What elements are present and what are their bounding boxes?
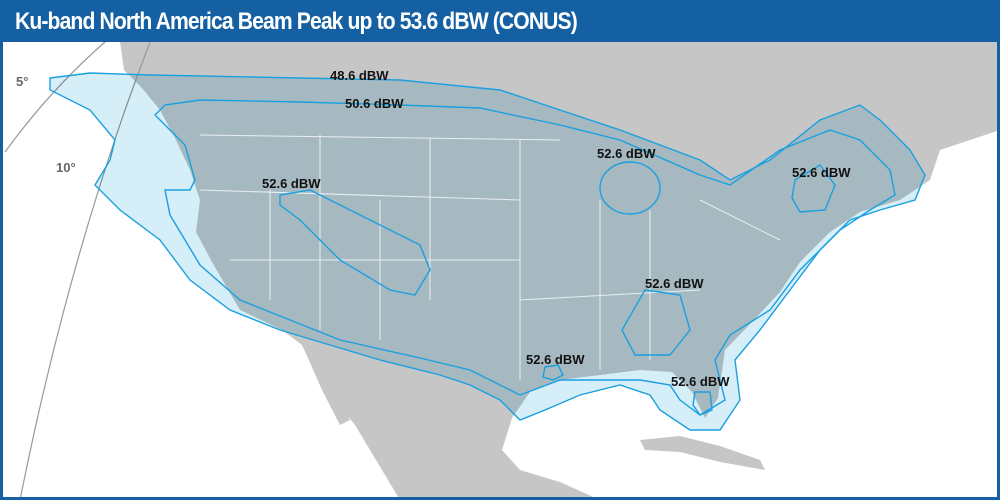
contour-52-6-great-lakes	[599, 161, 661, 215]
contour-48-6	[49, 72, 926, 431]
contour-52-6-gulf	[542, 364, 564, 381]
contour-label: 52.6 dBW	[597, 146, 656, 161]
contour-52-6-southeast	[621, 289, 691, 356]
state-borders	[199, 134, 781, 380]
title-bar: Ku-band North America Beam Peak up to 53…	[3, 3, 997, 42]
baja-california	[300, 340, 350, 425]
contour-label: 48.6 dBW	[330, 68, 389, 83]
contour-52-6-florida	[692, 391, 713, 416]
contour-label: 52.6 dBW	[262, 176, 321, 191]
elevation-arc-5	[4, 41, 106, 153]
cuba	[640, 436, 765, 470]
contour-label: 52.6 dBW	[526, 352, 585, 367]
beam-map: 5° 10° 48.6 dBW 50.6 dBW 52.6 dBW 52.6 d…	[4, 41, 997, 497]
beam-coverage-fill	[50, 73, 925, 430]
contour-label: 52.6 dBW	[792, 165, 851, 180]
contour-52-6-rockies	[279, 189, 431, 296]
contour-label: 52.6 dBW	[645, 276, 704, 291]
contour-label: 52.6 dBW	[671, 374, 730, 389]
contour-50-6	[154, 99, 896, 416]
greenland	[860, 42, 997, 110]
contour-52-6-new-england	[791, 164, 836, 213]
elevation-label-5: 5°	[16, 74, 28, 89]
map-title: Ku-band North America Beam Peak up to 53…	[15, 8, 578, 35]
elevation-label-10: 10°	[56, 160, 76, 175]
contour-label: 50.6 dBW	[345, 96, 404, 111]
